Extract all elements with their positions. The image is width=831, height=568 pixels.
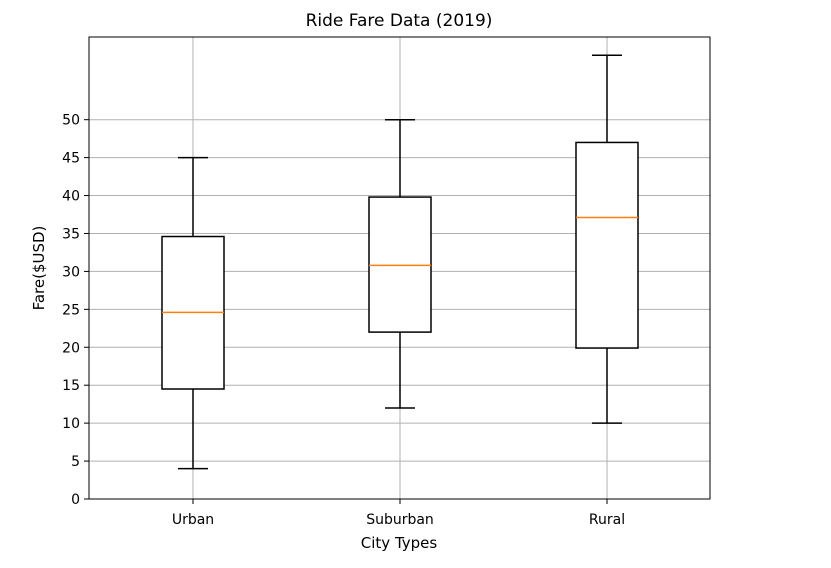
x-axis-ticks: Urban Suburban Rural [172,499,625,528]
y-tick-label: 45 [62,151,80,167]
y-tick-label: 25 [62,302,80,318]
y-tick-label: 30 [62,264,80,280]
y-tick-label: 15 [62,378,80,394]
y-tick-label: 50 [62,113,80,129]
x-axis-label: City Types [361,534,438,552]
y-tick-label: 40 [62,189,80,205]
x-tick-label: Urban [172,512,214,528]
iqr-box [575,141,639,349]
y-tick-label: 10 [62,416,80,432]
box-suburban [368,118,432,409]
y-tick-label: 0 [71,492,80,508]
y-axis-label: Fare($USD) [30,226,48,311]
y-tick-label: 35 [62,226,80,242]
chart-title: Ride Fare Data (2019) [306,11,493,31]
boxes-group [161,54,639,470]
iqr-box [368,196,432,333]
y-axis-ticks: 0 5 10 15 20 25 30 35 40 45 50 [62,113,89,508]
box-rural [575,54,639,424]
box-urban [161,156,225,470]
y-tick-label: 5 [71,454,80,470]
y-tick-label: 20 [62,340,80,356]
x-tick-label: Suburban [366,512,434,528]
x-tick-label: Rural [589,512,625,528]
